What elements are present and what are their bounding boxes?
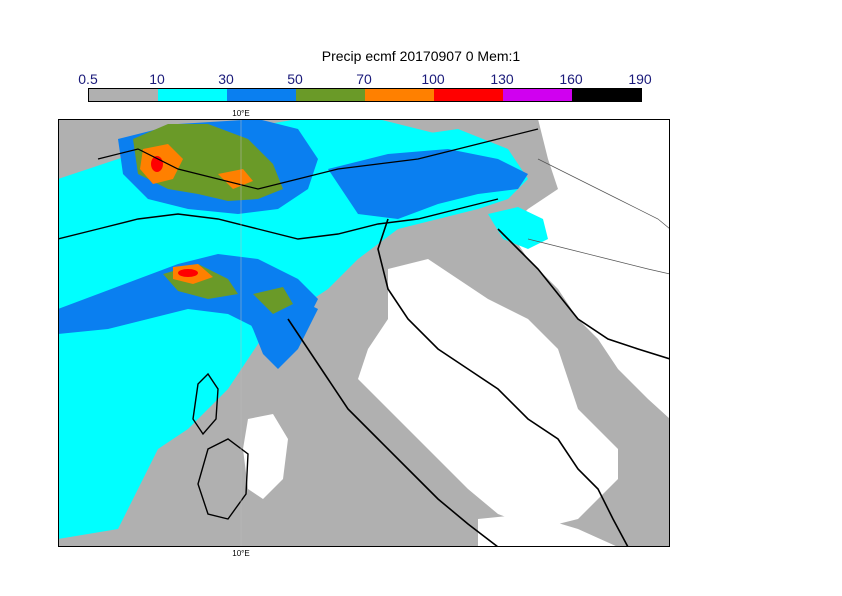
colorbar-segment-6 xyxy=(434,89,503,101)
dry-area-balkans xyxy=(508,119,670,419)
colorbar-segment-5 xyxy=(365,89,434,101)
precip-cyan-istria xyxy=(488,207,548,249)
colorbar-segment-3 xyxy=(227,89,296,101)
precip-orange-north-2 xyxy=(218,169,253,189)
border-alps xyxy=(58,198,499,240)
coastline-adriatic-east xyxy=(497,228,670,360)
precipitation-map xyxy=(58,119,670,547)
dry-area-sardinia xyxy=(243,414,288,499)
colorbar-segment-2 xyxy=(158,89,227,101)
precip-green-lower xyxy=(253,287,293,314)
map-title: Precip ecmf 20170907 0 Mem:1 xyxy=(321,48,521,64)
coastline-sardinia xyxy=(197,438,249,520)
lon-label-top: 10°E xyxy=(232,109,250,118)
coastline-italy xyxy=(377,218,629,547)
colorbar-label-6: 100 xyxy=(421,71,445,87)
precip-blue-north-east xyxy=(328,149,528,219)
colorbar-label-5: 70 xyxy=(356,71,372,87)
precip-red-mid xyxy=(178,269,198,277)
colorbar-label-3: 30 xyxy=(218,71,234,87)
coastline-corsica xyxy=(192,372,219,436)
colorbar-segment-4 xyxy=(296,89,365,101)
lon-label-bottom: 10°E xyxy=(232,549,250,558)
colorbar-segment-8 xyxy=(572,89,641,101)
colorbar-label-4: 50 xyxy=(287,71,303,87)
precip-blue-band-lower xyxy=(238,294,318,369)
map-frame xyxy=(58,119,670,547)
colorbar-segment-7 xyxy=(503,89,572,101)
colorbar-label-9: 190 xyxy=(628,71,652,87)
colorbar xyxy=(88,88,642,102)
coastline-tyrrhenian xyxy=(287,318,499,547)
colorbar-label-7: 130 xyxy=(490,71,514,87)
colorbar-label-2: 10 xyxy=(149,71,165,87)
border-east xyxy=(527,158,670,275)
dry-area-italy-south xyxy=(478,514,618,547)
colorbar-segment-1 xyxy=(89,89,158,101)
border-north xyxy=(97,128,539,190)
colorbar-label-1: 0.5 xyxy=(78,71,98,87)
dry-area-italy-center xyxy=(358,259,618,529)
colorbar-label-8: 160 xyxy=(559,71,583,87)
